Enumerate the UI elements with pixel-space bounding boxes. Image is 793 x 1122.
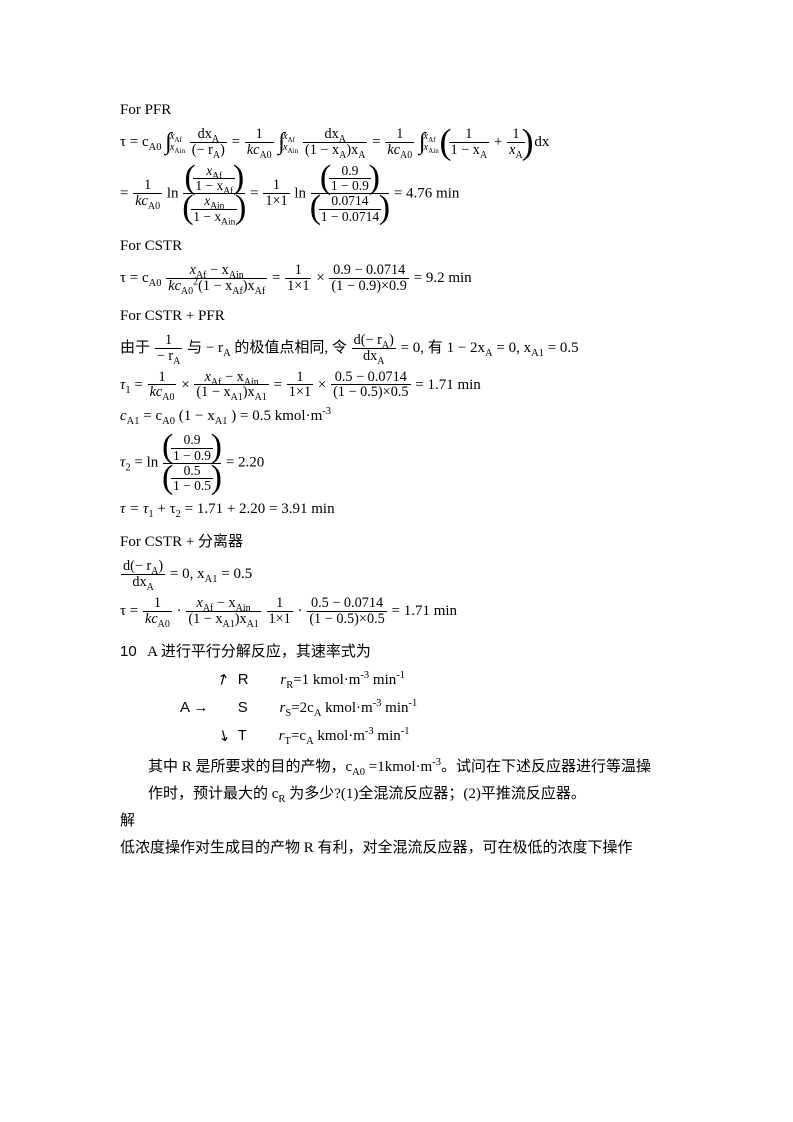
cstr-pfr-heading: For CSTR + PFR	[120, 306, 703, 327]
cstr-sep-heading: For CSTR + 分离器	[120, 532, 703, 553]
pfr-eq-line2: = 1kcA0 ln xAf1 − xAf xAin1 − xAin = 11×…	[120, 164, 703, 224]
cstr-sep-tau: τ = 1kcA0 · xAf − xAin(1 − xA1)xA1 11×1 …	[120, 596, 703, 627]
cstr-eq: τ = cA0 xAf − xAin kcA02(1 − xAf)xAf = 1…	[120, 263, 703, 294]
cstr-pfr-sum: τ = τ1 + τ2 = 1.71 + 2.20 = 3.91 min	[120, 499, 703, 520]
cstr-pfr-cA1: cA1 = cA0 (1 − xA1 ) = 0.5 kmol·m-3	[120, 406, 703, 427]
cstr-pfr-tau1: τ1 = 1kcA0 × xAf − xAin(1 − xA1)xA1 = 11…	[120, 370, 703, 401]
problem-10-para3: 作时，预计最大的 cR 为多少?(1)全混流反应器；(2)平推流反应器。	[148, 784, 703, 805]
pfr-heading: For PFR	[120, 100, 703, 121]
cstr-sep-deriv: d(− rA)dxA = 0, xA1 = 0.5	[120, 559, 703, 590]
solution-label: 解	[120, 811, 703, 832]
reaction-scheme: ↗ R rR=1 kmol·m-3 min-1 A → S rS=2cA kmo…	[180, 669, 703, 747]
cstr-pfr-tau2: τ2 = ln 0.91 − 0.9 0.51 − 0.5 = 2.20	[120, 433, 703, 493]
cstr-heading: For CSTR	[120, 236, 703, 257]
solution-line: 低浓度操作对生成目的产物 R 有利，对全混流反应器，可在极低的浓度下操作	[120, 838, 703, 859]
problem-10: 10 A 进行平行分解反应，其速率式为	[120, 641, 703, 663]
pfr-eq-line1: τ = cA0 ∫xAfxAin dxA(− rA) = 1kcA0 ∫xAfx…	[120, 127, 703, 158]
arrow-ne-icon: ↗	[213, 668, 234, 692]
cstr-pfr-line1: 由于 1− rA 与 − rA 的极值点相同, 令 d(− rA)dxA = 0…	[120, 333, 703, 364]
problem-10-para2: 其中 R 是所要求的目的产物，cA0 =1kmol·m-3。试问在下述反应器进行…	[148, 757, 703, 778]
arrow-se-icon: ↘	[213, 724, 234, 748]
